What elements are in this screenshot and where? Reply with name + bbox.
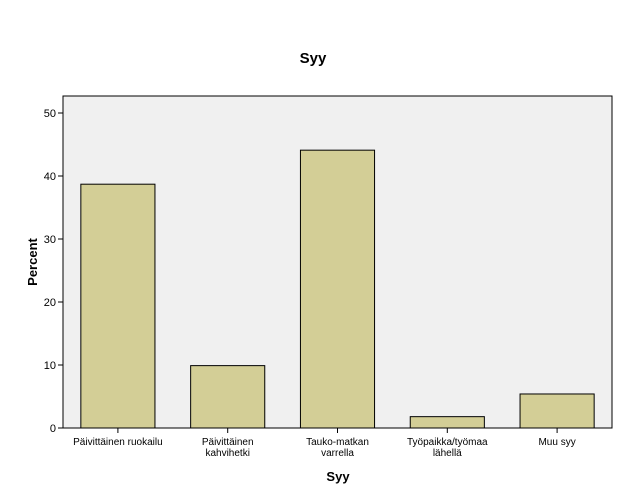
x-tick-label: Päivittäinen ruokailu (73, 437, 163, 448)
x-tick-label-line: Päivittäinen (202, 437, 254, 448)
bar (190, 365, 266, 429)
x-tick-label-line: lähellä (433, 448, 462, 459)
x-tick-label-line: Työpaikka/työmaa (407, 437, 488, 448)
y-tick-label: 50 (44, 108, 56, 120)
x-axis-title: Syy (326, 469, 350, 484)
y-tick-label: 20 (44, 297, 56, 309)
x-axis: Päivittäinen ruokailu Päivittäinen kahvihe… (73, 428, 576, 459)
y-tick-label: 10 (44, 360, 56, 372)
chart-title: Syy (300, 50, 327, 67)
y-tick-label: 40 (44, 171, 56, 183)
bar (409, 416, 485, 429)
bar (80, 183, 156, 429)
x-tick-label-line: Tauko-matkan (306, 437, 369, 448)
bar (519, 393, 595, 429)
x-tick-label-line: varrella (321, 448, 354, 459)
bar (299, 149, 376, 429)
x-tick-label: Tauko-matkan varrella (306, 437, 369, 459)
y-tick-label: 0 (50, 423, 56, 435)
x-tick-label-line: kahvihetki (205, 448, 249, 459)
x-tick-label-line: Päivittäinen ruokailu (73, 437, 163, 448)
x-tick-label-line: Muu syy (538, 437, 575, 448)
y-axis: 0 10 20 30 40 50 (44, 108, 63, 435)
x-tick-label: Muu syy (538, 437, 575, 448)
y-axis-title: Percent (25, 237, 40, 285)
x-tick-label: Päivittäinen kahvihetki (202, 437, 254, 459)
x-tick-label: Työpaikka/työmaa lähellä (407, 437, 488, 459)
y-tick-label: 30 (44, 234, 56, 246)
bars (80, 149, 595, 429)
